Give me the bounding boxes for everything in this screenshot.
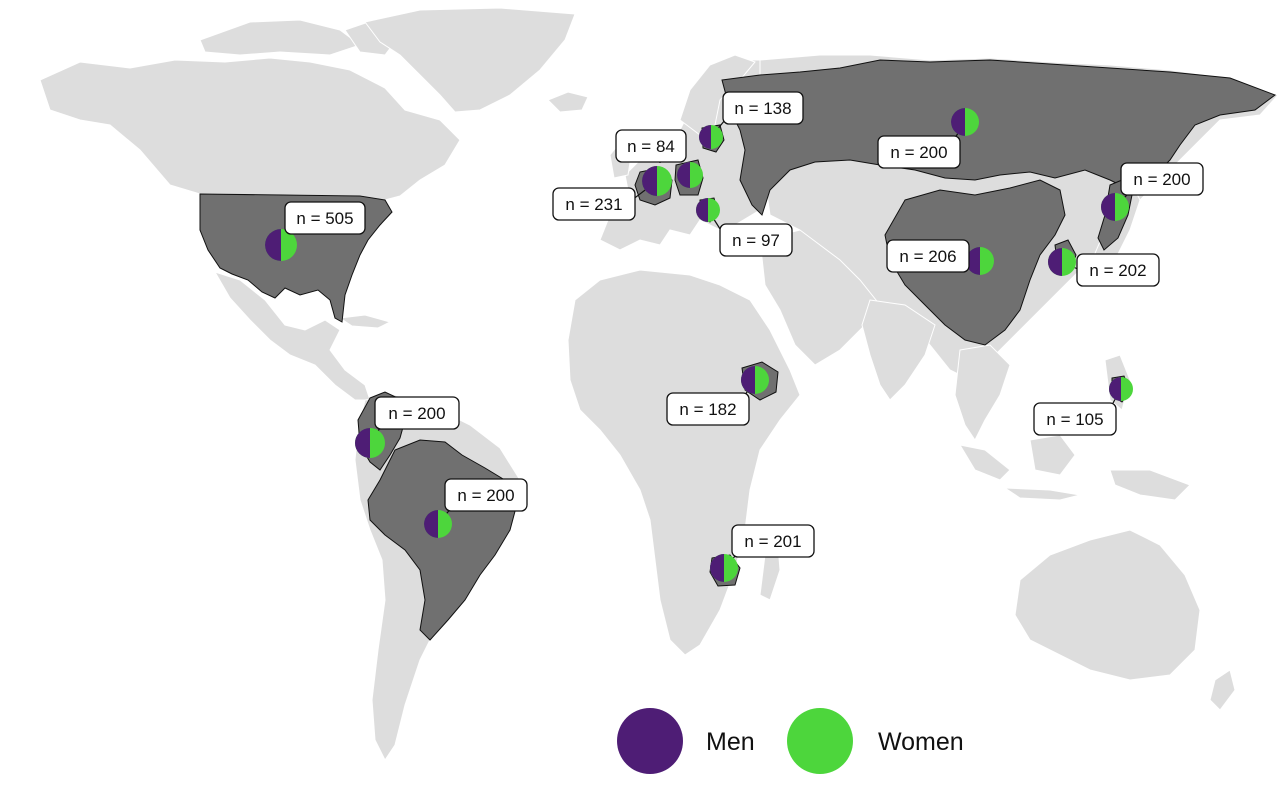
- label-serbia: n = 97: [719, 223, 793, 257]
- label-text: n = 200: [1133, 170, 1190, 189]
- label-box: [1120, 162, 1204, 196]
- pie-men-slice: [355, 428, 370, 458]
- pie-men-slice: [741, 366, 755, 394]
- pie-men-slice: [710, 554, 724, 582]
- label-text: n = 505: [296, 209, 353, 228]
- label-china: n = 206: [886, 239, 970, 273]
- pie-serbia: [696, 198, 720, 222]
- label-box: [1076, 253, 1160, 287]
- land-new-guinea: [1109, 469, 1191, 501]
- label-box: [444, 478, 528, 512]
- land-se-asia: [954, 344, 1011, 441]
- label-text: n = 200: [890, 143, 947, 162]
- pie-france: [642, 166, 672, 196]
- legend: Men Women: [617, 708, 964, 774]
- legend-women-swatch: [787, 708, 853, 774]
- pie-men-slice: [699, 125, 711, 149]
- land-india: [861, 299, 936, 401]
- label-japan: n = 200: [1120, 162, 1204, 196]
- label-text: n = 206: [899, 247, 956, 266]
- pie-men-slice: [424, 510, 438, 538]
- pie-colombia: [355, 428, 385, 458]
- label-usa: n = 505: [284, 201, 366, 235]
- pie-men-slice: [265, 229, 281, 261]
- label-text: n = 97: [732, 231, 780, 250]
- label-ethiopia: n = 182: [666, 392, 750, 426]
- label-box: [722, 91, 804, 125]
- pie-russia: [951, 108, 979, 136]
- label-box: [615, 129, 687, 163]
- legend-men-swatch: [617, 708, 683, 774]
- label-korea: n = 202: [1076, 253, 1160, 287]
- land-sumatra: [958, 444, 1011, 481]
- pie-men-slice: [1109, 377, 1121, 401]
- label-box: [552, 187, 636, 221]
- land-cuba: [338, 314, 392, 329]
- land-iceland: [547, 91, 589, 113]
- label-text: n = 105: [1046, 410, 1103, 429]
- land-arctic-islands: [199, 19, 362, 56]
- land-central-america: [213, 271, 371, 401]
- label-text: n = 84: [627, 137, 675, 156]
- pie-men-slice: [677, 162, 690, 188]
- land-greenland: [364, 7, 576, 113]
- legend-men-label: Men: [706, 728, 755, 756]
- pie-poland: [699, 125, 723, 149]
- label-box: [877, 135, 961, 169]
- label-box: [374, 396, 460, 430]
- pie-philippines: [1109, 377, 1133, 401]
- pie-men-slice: [1048, 248, 1062, 276]
- label-germany: n = 84: [615, 129, 687, 163]
- label-box: [886, 239, 970, 273]
- pie-zimbabwe: [710, 554, 738, 582]
- label-text: n = 182: [679, 400, 736, 419]
- pie-brazil: [424, 510, 452, 538]
- label-box: [731, 524, 815, 558]
- label-box: [284, 201, 366, 235]
- label-colombia: n = 200: [374, 396, 460, 430]
- pie-men-slice: [951, 108, 965, 136]
- land-australia: [1014, 529, 1201, 681]
- label-text: n = 138: [734, 99, 791, 118]
- legend-women-label: Women: [878, 728, 964, 756]
- label-text: n = 201: [744, 532, 801, 551]
- pie-ethiopia: [741, 366, 769, 394]
- label-zimbabwe: n = 201: [731, 524, 815, 558]
- label-text: n = 202: [1089, 261, 1146, 280]
- label-text: n = 231: [565, 195, 622, 214]
- label-brazil: n = 200: [444, 478, 528, 512]
- label-russia: n = 200: [877, 135, 961, 169]
- count-labels: n = 505 n = 200 n = 200 n = 231 n = 84 n = 13…: [284, 91, 1204, 558]
- label-france: n = 231: [552, 187, 636, 221]
- pie-men-slice: [696, 198, 708, 222]
- land-africa: [567, 269, 801, 656]
- pie-germany: [677, 162, 703, 188]
- pie-usa: [265, 229, 297, 261]
- pie-men-slice: [1101, 193, 1115, 221]
- pie-china: [966, 247, 994, 275]
- pie-korea: [1048, 248, 1076, 276]
- label-box: [666, 392, 750, 426]
- land-borneo: [1029, 434, 1076, 476]
- label-philippines: n = 105: [1033, 402, 1117, 436]
- pie-markers: [265, 108, 1133, 582]
- label-text: n = 200: [457, 486, 514, 505]
- land-north-america-north: [39, 57, 461, 201]
- pie-japan: [1101, 193, 1129, 221]
- label-box: [719, 223, 793, 257]
- pie-men-slice: [642, 166, 657, 196]
- land-new-zealand: [1209, 669, 1236, 711]
- land-java: [1003, 487, 1081, 501]
- label-text: n = 200: [388, 404, 445, 423]
- label-box: [1033, 402, 1117, 436]
- label-poland: n = 138: [722, 91, 804, 125]
